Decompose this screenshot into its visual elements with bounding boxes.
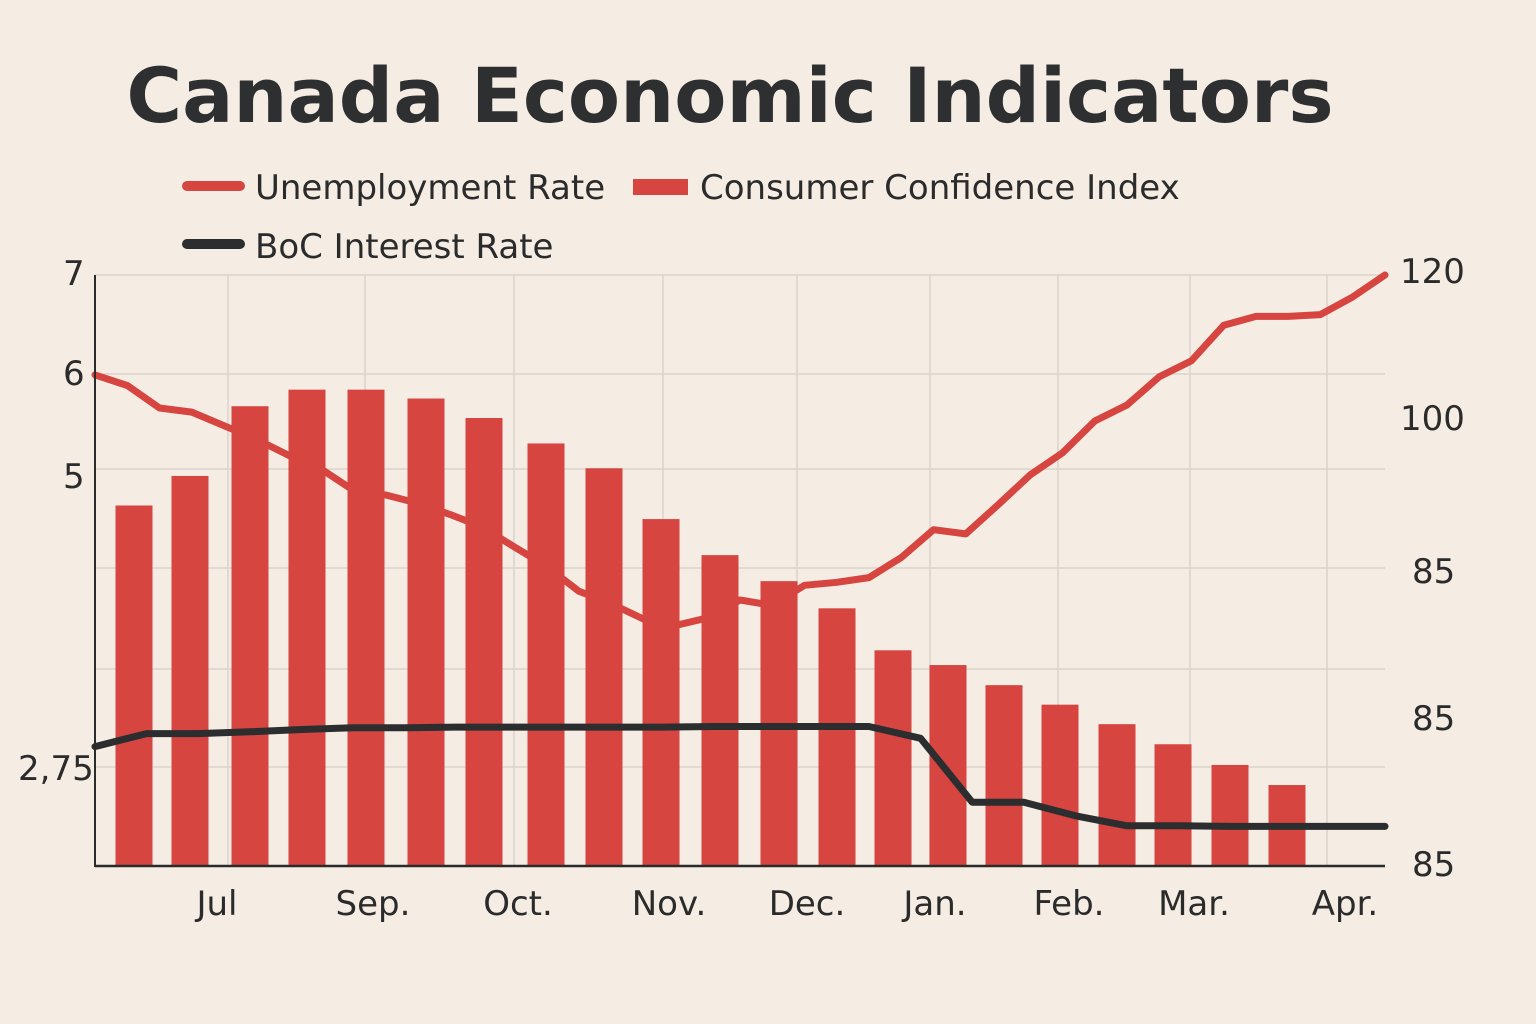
right-axis-ticks: 120 100 85 85 85 <box>1400 252 1465 885</box>
bar <box>818 608 856 866</box>
legend-item-unemployment: Unemployment Rate <box>182 168 605 208</box>
legend-item-consumer-confidence: Consumer Confidence Index <box>633 168 1180 208</box>
x-tick-label: Sep. <box>336 884 411 924</box>
bar <box>642 519 680 866</box>
right-tick-label: 85 <box>1412 845 1455 885</box>
bar <box>1041 704 1079 866</box>
x-tick-label: Feb. <box>1033 884 1104 924</box>
right-tick-label: 120 <box>1400 252 1465 292</box>
bar <box>407 398 445 866</box>
legend-label-boc-interest: BoC Interest Rate <box>255 227 553 267</box>
bar <box>171 475 209 866</box>
legend-label-unemployment: Unemployment Rate <box>255 168 605 208</box>
x-tick-label: Jan. <box>901 884 966 924</box>
bar <box>1098 724 1136 866</box>
bar <box>347 389 385 866</box>
x-tick-label: Dec. <box>769 884 846 924</box>
bar <box>585 468 623 866</box>
bar <box>527 443 565 866</box>
line-unemployment-rate <box>91 271 1389 629</box>
left-tick-label: 5 <box>63 457 85 497</box>
legend-item-boc-interest: BoC Interest Rate <box>182 227 553 267</box>
left-tick-label: 2,75 <box>18 749 94 789</box>
bar <box>231 406 269 866</box>
chart-title: Canada Economic Indicators <box>126 51 1333 140</box>
legend-label-consumer-confidence: Consumer Confidence Index <box>700 168 1180 208</box>
bar <box>985 685 1023 866</box>
right-tick-label: 100 <box>1400 399 1465 439</box>
axes <box>94 275 1385 868</box>
legend: Unemployment Rate Consumer Confidence In… <box>182 168 1180 267</box>
bar <box>1154 744 1192 866</box>
line-series <box>91 271 1389 830</box>
x-axis-ticks: Jul Sep. Oct. Nov. Dec. Jan. Feb. Mar. A… <box>194 884 1378 924</box>
right-tick-label: 85 <box>1412 699 1455 739</box>
legend-swatch-consumer-confidence <box>633 179 688 195</box>
line-boc-interest-rate <box>91 723 1389 830</box>
left-tick-label: 6 <box>63 354 85 394</box>
right-tick-label: 85 <box>1412 552 1455 592</box>
left-tick-label: 7 <box>63 254 85 294</box>
x-tick-label: Jul <box>194 884 237 924</box>
x-tick-label: Apr. <box>1312 884 1379 924</box>
bar <box>874 650 912 866</box>
bar <box>115 505 153 866</box>
bar-series-consumer-confidence <box>115 389 1306 866</box>
left-axis-ticks: 7 6 5 2,75 <box>18 254 94 789</box>
x-tick-label: Nov. <box>632 884 707 924</box>
x-tick-label: Mar. <box>1158 884 1230 924</box>
bar <box>1211 764 1249 866</box>
bar <box>929 665 967 866</box>
x-tick-label: Oct. <box>483 884 553 924</box>
bar <box>465 418 503 866</box>
